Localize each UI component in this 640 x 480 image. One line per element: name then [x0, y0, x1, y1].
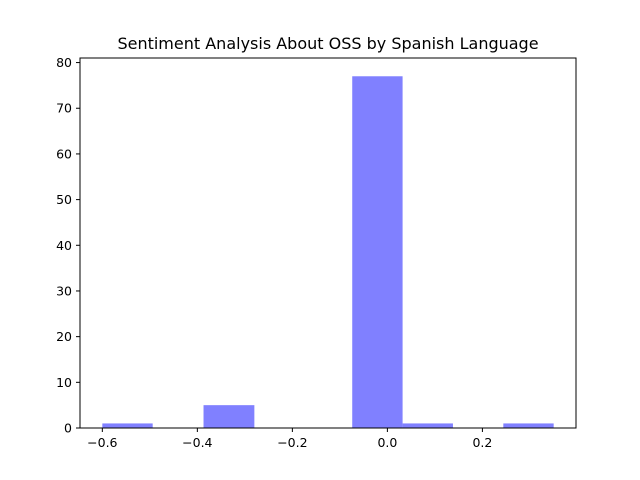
x-tick-label: −0.2: [277, 435, 307, 450]
y-axis-ticks: 0 10 20 30 40 50 60 70 80: [56, 55, 80, 436]
y-tick-label: 80: [56, 55, 72, 70]
x-tick-label: 0.0: [377, 435, 397, 450]
x-tick-label: 0.2: [472, 435, 492, 450]
y-tick-label: 0: [64, 421, 72, 436]
y-tick-label: 20: [56, 329, 72, 344]
histogram-bar: [102, 423, 153, 428]
y-tick-label: 10: [56, 375, 72, 390]
y-tick-label: 50: [56, 192, 72, 207]
plot-frame: [79, 57, 577, 429]
x-tick-label: −0.4: [182, 435, 212, 450]
x-tick-label: −0.6: [87, 435, 117, 450]
y-tick-label: 60: [56, 146, 72, 161]
y-tick-label: 30: [56, 283, 72, 298]
x-axis-ticks: −0.6 −0.4 −0.2 0.0 0.2: [87, 428, 492, 450]
histogram-bar: [503, 423, 554, 428]
histogram-bar: [352, 76, 403, 428]
y-tick-label: 70: [56, 101, 72, 116]
histogram-bar: [203, 405, 255, 428]
histogram-bar: [402, 423, 453, 428]
chart-title: Sentiment Analysis About OSS by Spanish …: [117, 34, 538, 53]
bars-group: [102, 76, 554, 428]
y-tick-label: 40: [56, 238, 72, 253]
